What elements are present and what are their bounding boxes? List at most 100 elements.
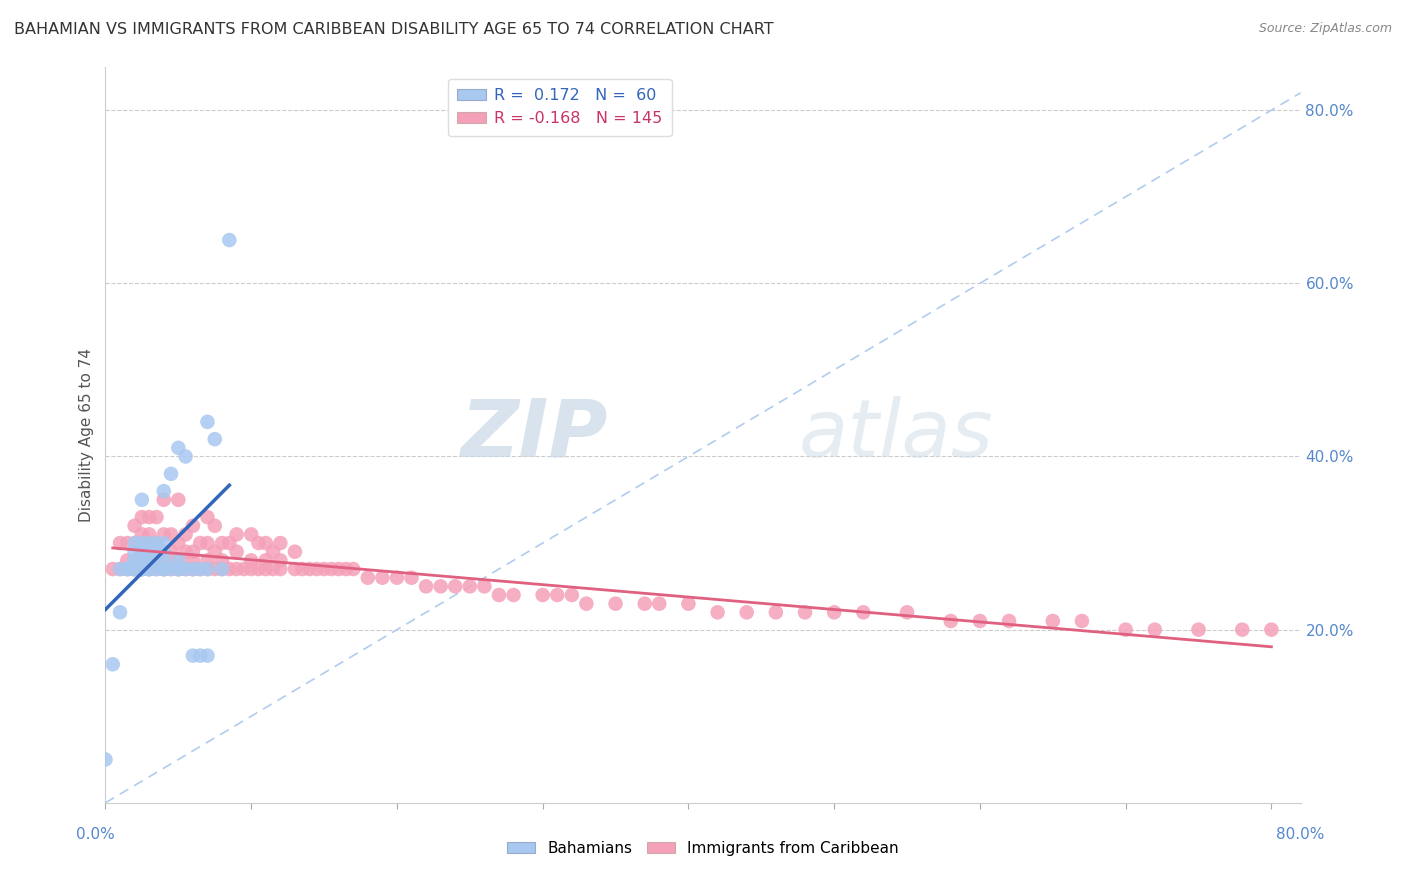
Point bbox=[131, 562, 153, 576]
Legend: R =  0.172   N =  60, R = -0.168   N = 145: R = 0.172 N = 60, R = -0.168 N = 145 bbox=[447, 78, 672, 136]
Point bbox=[211, 553, 233, 567]
Point bbox=[1232, 623, 1254, 637]
Point bbox=[852, 605, 875, 619]
Point bbox=[117, 562, 139, 576]
Text: Source: ZipAtlas.com: Source: ZipAtlas.com bbox=[1258, 22, 1392, 36]
Point bbox=[152, 527, 174, 541]
Point bbox=[131, 527, 153, 541]
Point bbox=[218, 233, 240, 247]
Point bbox=[305, 562, 328, 576]
Point bbox=[152, 562, 174, 576]
Point bbox=[204, 562, 226, 576]
Point bbox=[152, 545, 174, 559]
Point bbox=[138, 562, 160, 576]
Point bbox=[284, 545, 307, 559]
Point bbox=[108, 536, 131, 550]
Point bbox=[160, 562, 183, 576]
Point bbox=[124, 553, 146, 567]
Point bbox=[765, 605, 787, 619]
Point bbox=[167, 492, 190, 507]
Point bbox=[211, 562, 233, 576]
Point bbox=[174, 450, 197, 464]
Point bbox=[188, 562, 211, 576]
Y-axis label: Disability Age 65 to 74: Disability Age 65 to 74 bbox=[79, 348, 94, 522]
Point bbox=[94, 752, 117, 766]
Point bbox=[648, 597, 671, 611]
Point bbox=[124, 553, 146, 567]
Point bbox=[225, 527, 247, 541]
Point bbox=[385, 571, 408, 585]
Point bbox=[939, 614, 962, 628]
Point bbox=[145, 545, 167, 559]
Point bbox=[131, 536, 153, 550]
Point bbox=[546, 588, 568, 602]
Point bbox=[357, 571, 380, 585]
Point bbox=[211, 536, 233, 550]
Point bbox=[181, 648, 204, 663]
Point bbox=[291, 562, 314, 576]
Point bbox=[138, 545, 160, 559]
Point bbox=[225, 545, 247, 559]
Point bbox=[124, 562, 146, 576]
Point bbox=[188, 536, 211, 550]
Point bbox=[312, 562, 335, 576]
Point bbox=[167, 562, 190, 576]
Point bbox=[138, 545, 160, 559]
Point bbox=[225, 562, 247, 576]
Point bbox=[145, 562, 167, 576]
Point bbox=[131, 510, 153, 524]
Point bbox=[197, 415, 219, 429]
Point bbox=[131, 545, 153, 559]
Point bbox=[1187, 623, 1209, 637]
Point bbox=[254, 536, 277, 550]
Point bbox=[328, 562, 350, 576]
Point bbox=[415, 579, 437, 593]
Point bbox=[181, 545, 204, 559]
Point bbox=[152, 492, 174, 507]
Point bbox=[240, 562, 263, 576]
Point bbox=[531, 588, 554, 602]
Point bbox=[458, 579, 481, 593]
Point bbox=[124, 562, 146, 576]
Point bbox=[131, 545, 153, 559]
Point bbox=[998, 614, 1021, 628]
Point bbox=[117, 562, 139, 576]
Point bbox=[167, 562, 190, 576]
Point bbox=[254, 562, 277, 576]
Point bbox=[269, 536, 291, 550]
Point bbox=[823, 605, 845, 619]
Point bbox=[1115, 623, 1137, 637]
Point bbox=[197, 562, 219, 576]
Point bbox=[247, 536, 270, 550]
Point bbox=[678, 597, 700, 611]
Point bbox=[284, 562, 307, 576]
Point bbox=[575, 597, 598, 611]
Point bbox=[174, 527, 197, 541]
Point bbox=[181, 553, 204, 567]
Point bbox=[706, 605, 728, 619]
Point bbox=[124, 518, 146, 533]
Point bbox=[138, 562, 160, 576]
Point bbox=[1260, 623, 1282, 637]
Point bbox=[131, 553, 153, 567]
Point bbox=[152, 484, 174, 499]
Point bbox=[502, 588, 524, 602]
Point bbox=[371, 571, 394, 585]
Point bbox=[269, 562, 291, 576]
Point bbox=[117, 536, 139, 550]
Point bbox=[160, 527, 183, 541]
Point bbox=[145, 562, 167, 576]
Text: BAHAMIAN VS IMMIGRANTS FROM CARIBBEAN DISABILITY AGE 65 TO 74 CORRELATION CHART: BAHAMIAN VS IMMIGRANTS FROM CARIBBEAN DI… bbox=[14, 22, 773, 37]
Point bbox=[108, 562, 131, 576]
Point bbox=[167, 553, 190, 567]
Point bbox=[269, 553, 291, 567]
Point bbox=[145, 553, 167, 567]
Point bbox=[211, 562, 233, 576]
Legend: Bahamians, Immigrants from Caribbean: Bahamians, Immigrants from Caribbean bbox=[501, 835, 905, 862]
Point bbox=[197, 510, 219, 524]
Point bbox=[152, 545, 174, 559]
Point bbox=[444, 579, 467, 593]
Point bbox=[108, 605, 131, 619]
Point bbox=[160, 562, 183, 576]
Text: 0.0%: 0.0% bbox=[76, 827, 115, 841]
